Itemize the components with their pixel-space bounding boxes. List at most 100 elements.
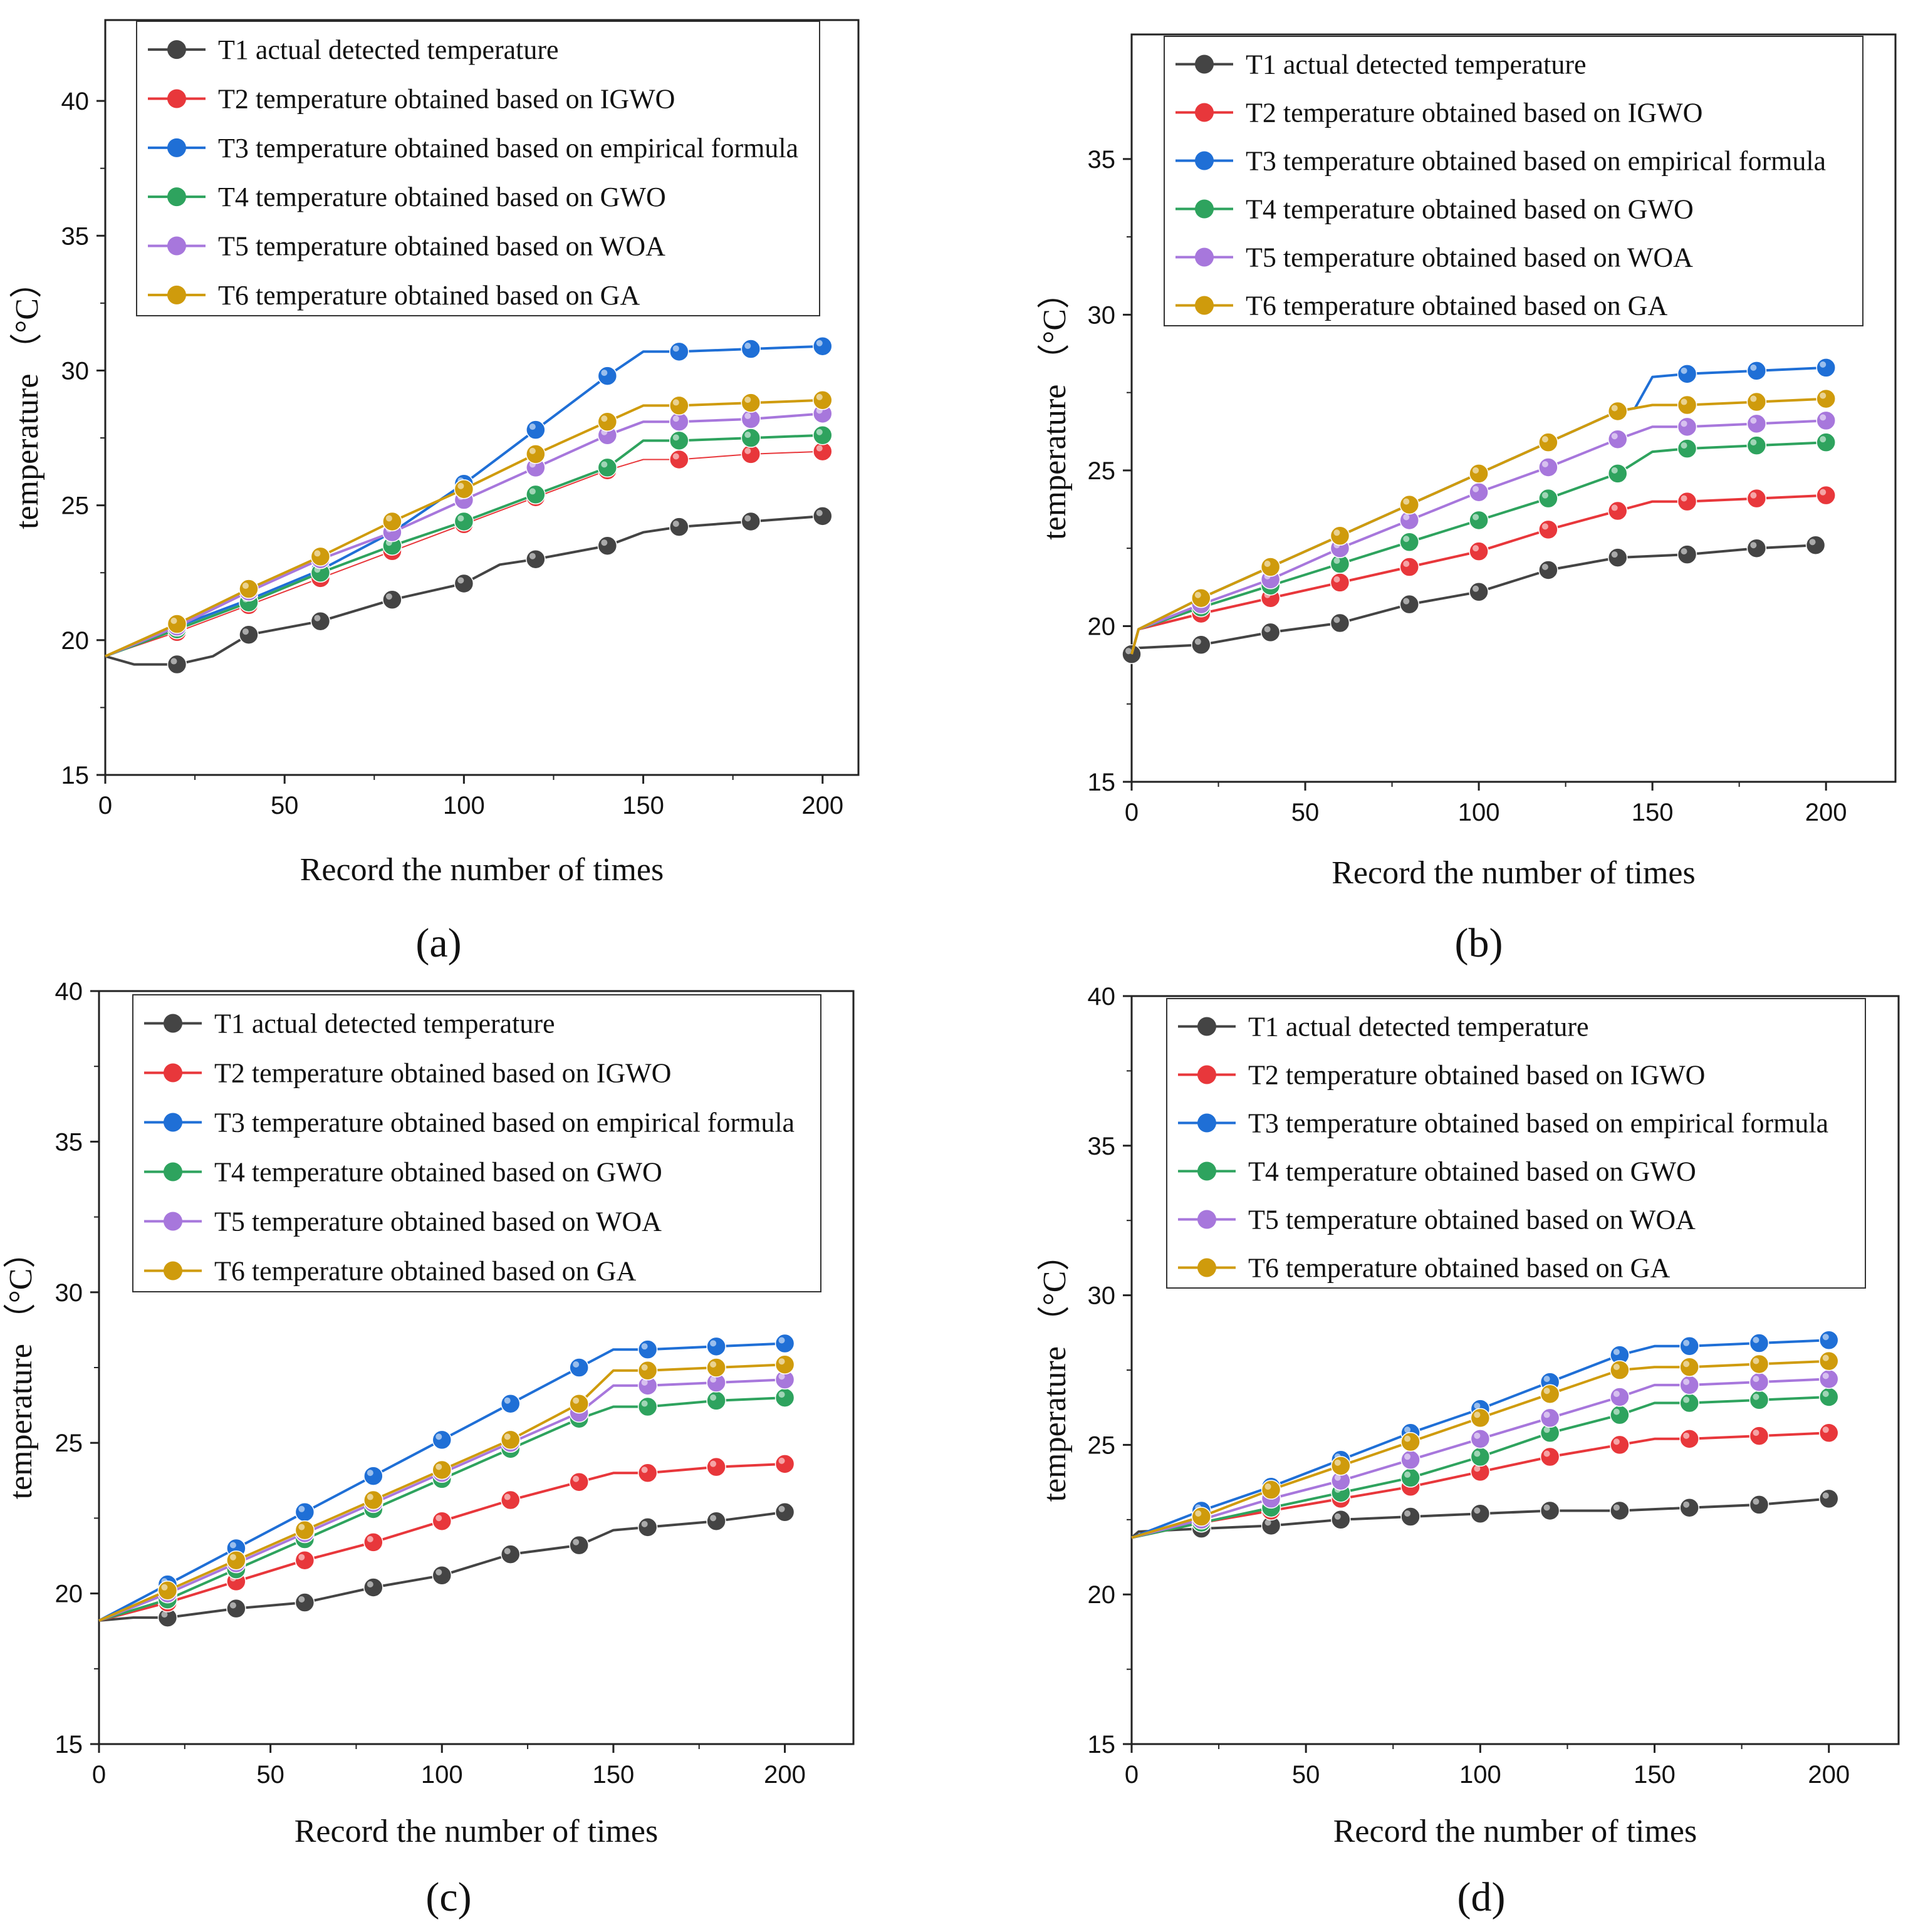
data-point-t1 bbox=[637, 1517, 658, 1537]
data-point-t6 bbox=[1399, 494, 1420, 515]
data-point-t2 bbox=[500, 1490, 521, 1510]
data-point-t6 bbox=[1191, 588, 1211, 608]
data-point-highlight bbox=[1822, 1426, 1829, 1433]
data-point-t6 bbox=[295, 1520, 315, 1540]
x-tick-label: 150 bbox=[1632, 799, 1674, 826]
data-point-highlight bbox=[1541, 563, 1548, 570]
y-tick-label: 30 bbox=[1088, 1282, 1116, 1310]
data-point-highlight bbox=[1613, 1390, 1620, 1397]
data-point-highlight bbox=[1822, 1390, 1829, 1397]
data-point-t1 bbox=[454, 573, 474, 594]
legend-entry-t1: T1 actual detected temperature bbox=[1246, 49, 1587, 80]
data-point-t2 bbox=[774, 1454, 795, 1474]
data-point-t1 bbox=[813, 506, 833, 526]
data-point-t1 bbox=[526, 549, 546, 569]
data-point-t1 bbox=[1469, 582, 1489, 602]
data-point-t5 bbox=[1679, 1375, 1699, 1395]
data-point-highlight bbox=[1474, 1403, 1481, 1410]
chart-panel-2: 15 20 25 30 35 40 0 50 100 150 200 Record the numbe… bbox=[3, 978, 855, 1920]
data-point-t1 bbox=[1540, 1500, 1560, 1521]
data-point-t1 bbox=[706, 1511, 726, 1531]
data-point-t2 bbox=[669, 449, 689, 470]
data-point-highlight bbox=[710, 1515, 717, 1522]
legend-entry-t2: T2 temperature obtained based on IGWO bbox=[1248, 1060, 1705, 1091]
data-point-t6 bbox=[1749, 1354, 1770, 1374]
data-point-t3 bbox=[669, 341, 689, 362]
data-point-highlight bbox=[435, 1463, 442, 1470]
y-tick-label: 30 bbox=[1088, 301, 1116, 329]
data-point-highlight bbox=[314, 550, 321, 557]
x-tick-label: 0 bbox=[1125, 799, 1139, 826]
data-point-highlight bbox=[1753, 1376, 1759, 1383]
data-point-highlight bbox=[744, 447, 751, 454]
series-line-t2 bbox=[105, 450, 823, 657]
data-point-highlight bbox=[672, 399, 679, 406]
data-point-highlight bbox=[641, 1343, 648, 1350]
legend-box bbox=[1164, 36, 1863, 326]
data-point-highlight bbox=[1404, 1510, 1411, 1517]
data-point-highlight bbox=[529, 423, 536, 430]
data-point-t5 bbox=[1400, 1450, 1420, 1470]
data-point-highlight bbox=[1404, 1435, 1411, 1442]
data-point-t1 bbox=[1191, 635, 1211, 655]
chart-panel-0: 15 20 25 30 35 40 0 50 100 150 200 Record the numbe… bbox=[9, 19, 860, 966]
legend-box bbox=[1166, 998, 1866, 1289]
data-point-t1 bbox=[226, 1598, 246, 1619]
legend-swatch-marker bbox=[1197, 1161, 1216, 1181]
data-point-t1 bbox=[1470, 1504, 1491, 1524]
data-point-highlight bbox=[1194, 638, 1201, 645]
x-tick-label: 200 bbox=[764, 1761, 806, 1789]
data-point-highlight bbox=[1753, 1358, 1759, 1364]
data-point-highlight bbox=[816, 445, 823, 452]
data-point-highlight bbox=[1543, 1411, 1550, 1418]
data-point-t5 bbox=[1610, 1387, 1630, 1407]
data-point-highlight bbox=[1750, 492, 1757, 499]
data-point-highlight bbox=[1473, 514, 1479, 521]
series-line-t1 bbox=[1130, 1497, 1829, 1539]
data-point-t1 bbox=[741, 511, 761, 532]
data-point-highlight bbox=[298, 1524, 305, 1530]
data-point-t3 bbox=[1816, 358, 1836, 378]
y-tick-label: 25 bbox=[61, 492, 90, 520]
data-point-t5 bbox=[1677, 417, 1697, 437]
data-point-t2 bbox=[1538, 519, 1558, 540]
data-point-highlight bbox=[573, 1397, 580, 1404]
data-point-t2 bbox=[637, 1463, 658, 1483]
legend-entry-t2: T2 temperature obtained based on IGWO bbox=[1246, 98, 1702, 128]
data-point-t6 bbox=[500, 1430, 521, 1450]
data-point-highlight bbox=[170, 658, 177, 665]
data-point-highlight bbox=[1334, 1513, 1341, 1520]
data-point-highlight bbox=[778, 1457, 785, 1464]
data-point-highlight bbox=[161, 1584, 168, 1591]
data-point-t1 bbox=[239, 625, 259, 645]
data-point-t5 bbox=[1540, 1408, 1560, 1428]
x-tick-label: 50 bbox=[256, 1761, 284, 1789]
x-tick-label: 50 bbox=[1292, 1761, 1320, 1789]
series-line-t5 bbox=[1131, 1378, 1829, 1539]
data-point-t1 bbox=[1746, 538, 1767, 558]
data-point-highlight bbox=[573, 1539, 580, 1545]
data-point-highlight bbox=[504, 1493, 511, 1500]
data-point-highlight bbox=[1333, 576, 1340, 583]
data-point-t4 bbox=[774, 1388, 795, 1408]
data-point-t6 bbox=[1610, 1360, 1630, 1380]
legend-box bbox=[132, 994, 821, 1292]
data-point-highlight bbox=[435, 1433, 442, 1440]
data-point-highlight bbox=[672, 415, 679, 422]
legend-entry-t6: T6 temperature obtained based on GA bbox=[214, 1256, 636, 1287]
data-point-t2 bbox=[1746, 488, 1767, 509]
legend-swatch-marker bbox=[164, 1212, 182, 1231]
data-point-t3 bbox=[569, 1358, 589, 1378]
legend-swatch-marker bbox=[164, 1113, 182, 1132]
data-point-t6 bbox=[741, 393, 761, 413]
data-point-highlight bbox=[1683, 1432, 1690, 1439]
legend-swatch-marker bbox=[1195, 296, 1214, 315]
legend: T1 actual detected temperature T2 tempera… bbox=[136, 21, 820, 316]
data-point-t1 bbox=[569, 1535, 589, 1555]
data-point-highlight bbox=[816, 393, 823, 400]
data-point-highlight bbox=[744, 343, 751, 350]
data-point-highlight bbox=[1613, 1438, 1620, 1445]
data-point-t6 bbox=[310, 546, 331, 567]
data-point-highlight bbox=[367, 1581, 373, 1587]
